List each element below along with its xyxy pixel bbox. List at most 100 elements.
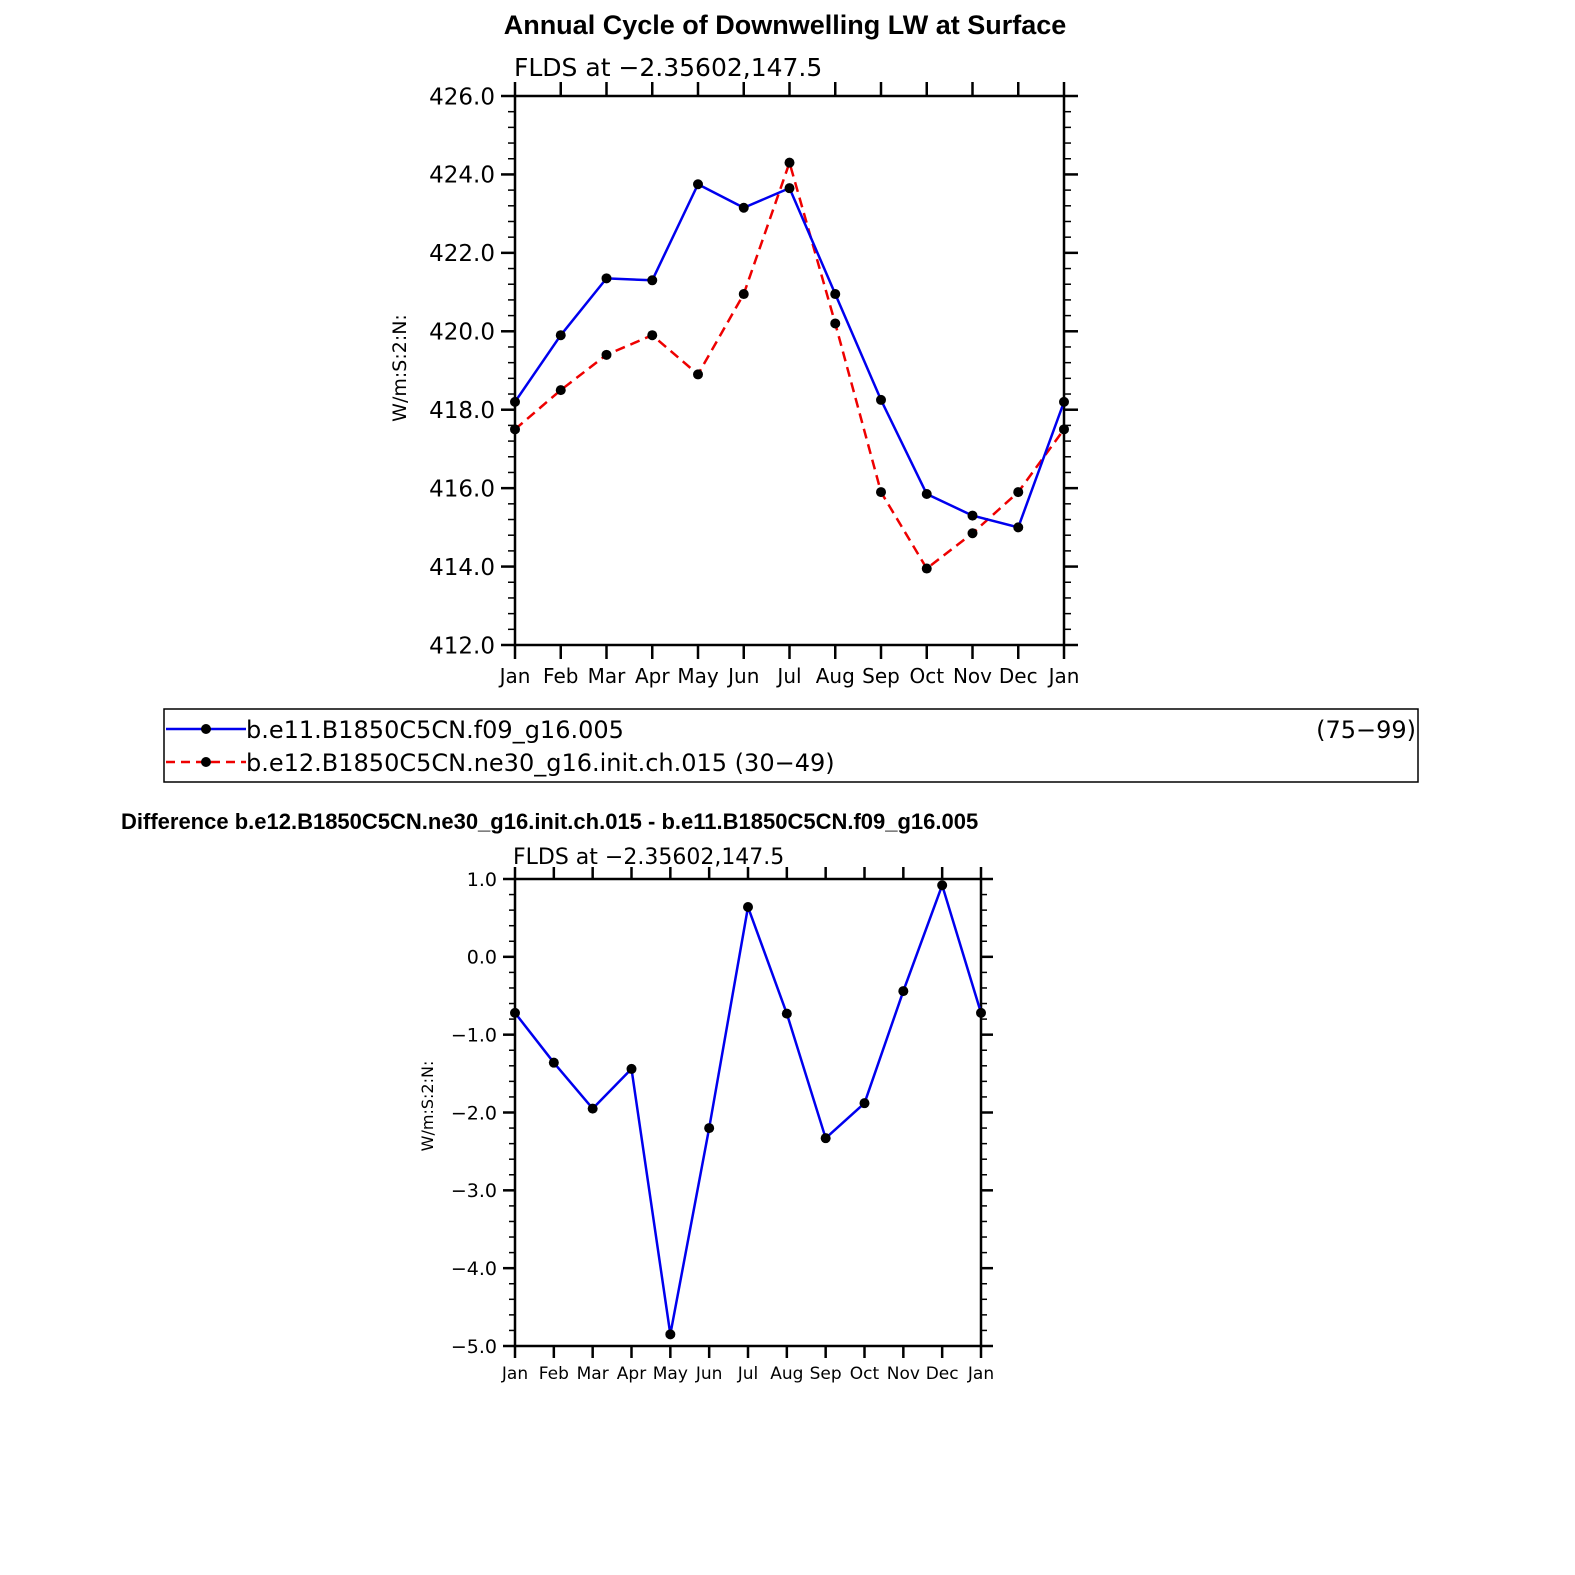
top-y-tick-label: 426.0 [429,84,495,110]
top-x-tick-label: Jan [498,664,531,688]
top-x-tick-label: Nov [953,664,992,688]
top-x-tick-label: Aug [816,664,855,688]
bottom-chart-subtitle: FLDS at −2.35602,147.5 [513,845,784,870]
bottom-data-point [626,1063,637,1074]
bottom-x-tick-label: Jan [967,1364,994,1384]
top-data-point [601,349,612,360]
top-x-tick-label: Oct [909,664,944,688]
top-y-tick-label: 416.0 [429,476,495,502]
bottom-plot-area: −5.0 −4.0 −3.0 −2.0 −1.0 0.0 1.0 Jan Feb Mar Apr Ma… [451,867,994,1384]
bottom-x-tick-label: Feb [539,1364,569,1384]
top-x-tick-label: Dec [999,664,1038,688]
bottom-y-tick-label: −5.0 [451,1336,497,1358]
legend-series1-years: (75−99) [1316,716,1416,744]
bottom-data-point [781,1008,792,1019]
legend-series2-marker [201,757,211,767]
bottom-y-tick-label: 1.0 [467,869,497,891]
top-data-point [510,424,520,435]
top-x-tick-label: Jun [726,664,759,688]
top-data-point [921,489,932,500]
bottom-y-tick-label: −4.0 [451,1258,497,1280]
top-data-point [967,528,978,539]
top-x-tick-label: Jul [775,664,801,688]
bottom-y-tick-label: −3.0 [451,1180,497,1202]
bottom-data-point [937,880,948,891]
top-x-tick-label: Mar [588,664,627,688]
top-y-tick-label: 424.0 [429,163,495,189]
top-data-point [1013,522,1024,533]
top-data-point [555,330,566,341]
bottom-x-tick-label: Apr [617,1364,646,1384]
top-data-point [784,157,795,168]
top-data-point [693,179,703,190]
top-y-tick-label: 422.0 [429,241,495,267]
top-data-point [738,289,749,300]
top-chart-title: Annual Cycle of Downwelling LW at Surfac… [504,10,1067,40]
bottom-y-tick-label: 0.0 [467,947,497,969]
bottom-x-tick-label: May [653,1364,688,1384]
bottom-x-tick-label: Dec [926,1364,959,1384]
top-x-tick-label: Sep [862,664,900,688]
bottom-data-point [665,1329,676,1340]
bottom-x-tick-label: Aug [770,1364,803,1384]
bottom-data-point [704,1123,715,1134]
bottom-y-tick-label: −2.0 [451,1102,497,1124]
bottom-x-tick-label: Sep [810,1364,842,1384]
top-data-point [738,202,749,213]
top-data-point [555,385,566,396]
bottom-y-tick-label: −1.0 [451,1025,497,1047]
bottom-y-axis-label: W/m:S:2:N: [418,1061,437,1152]
top-y-tick-label: 420.0 [429,320,495,346]
legend-box [163,708,1419,783]
top-data-point [647,275,658,286]
top-y-tick-label: 418.0 [429,398,495,424]
top-data-point [876,487,886,498]
top-series-line [513,182,1066,529]
top-data-point [967,510,978,521]
bottom-x-tick-label: Jun [695,1364,723,1384]
legend-series1-marker [201,724,211,734]
top-x-tick-label: Apr [635,664,670,688]
top-y-axis-label: W/m:S:2:N: [389,314,411,422]
bottom-x-tick-label: Oct [850,1364,880,1384]
top-chart-subtitle: FLDS at −2.35602,147.5 [514,53,822,82]
legend-series1-label: b.e11.B1850C5CN.f09_g16.005 [246,716,624,744]
bottom-data-point [548,1057,559,1068]
top-data-point [1013,487,1024,498]
bottom-series-line [514,883,983,1336]
top-plot-area: 412.0 414.0 416.0 418.0 420.0 422.0 424.0 426.0… [429,82,1079,688]
top-x-tick-label: May [677,664,719,688]
legend-series2-label: b.e12.B1850C5CN.ne30_g16.init.ch.015 (30… [246,749,835,777]
bottom-x-tick-label: Mar [577,1364,609,1384]
bottom-data-point [976,1007,986,1018]
bottom-x-tick-label: Jul [737,1364,759,1384]
bottom-data-point [743,902,753,913]
top-data-point [1059,424,1069,435]
top-y-tick-label: 412.0 [429,633,495,659]
top-data-point [601,273,612,284]
top-data-point [784,183,795,194]
top-y-tick-label: 414.0 [429,555,495,581]
top-data-point [830,318,841,329]
bottom-x-tick-label: Jan [501,1364,528,1384]
bottom-data-point [859,1098,870,1109]
top-data-point [693,369,703,380]
top-plot-frame [513,94,1066,647]
top-data-point [830,289,841,300]
bottom-data-point [898,986,909,997]
bottom-chart-title: Difference b.e12.B1850C5CN.ne30_g16.init… [121,809,978,834]
bottom-x-tick-label: Nov [887,1364,920,1384]
top-data-point [647,330,658,341]
top-series-line [514,161,1066,570]
top-data-point [510,396,520,407]
bottom-data-point [510,1007,520,1018]
bottom-data-point [820,1133,831,1144]
bottom-data-point [587,1103,598,1114]
top-data-point [876,394,886,405]
top-x-tick-label: Jan [1047,664,1080,688]
top-data-point [1059,396,1069,407]
top-x-tick-label: Feb [543,664,578,688]
bottom-plot-frame [513,877,983,1348]
top-data-point [921,563,932,574]
